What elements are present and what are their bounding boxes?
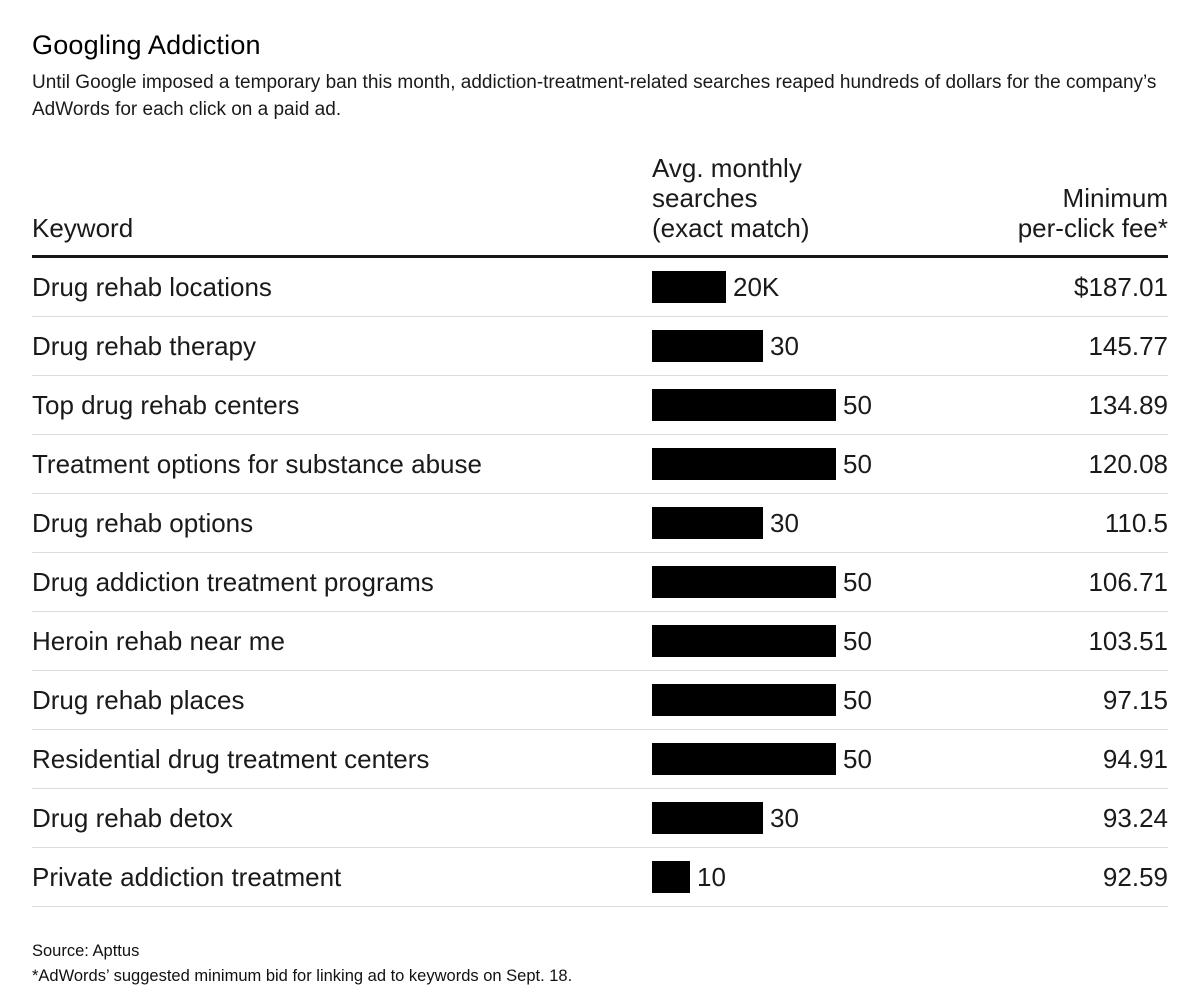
table-row: Residential drug treatment centers 50 94.9… bbox=[32, 730, 1168, 789]
search-volume-label: 20K bbox=[733, 271, 780, 302]
search-volume-label: 50 bbox=[843, 566, 872, 597]
search-volume-cell: 30 bbox=[652, 507, 956, 539]
search-volume-label: 10 bbox=[697, 861, 726, 892]
source-line: Source: Apttus bbox=[32, 942, 140, 960]
keyword-label: Top drug rehab centers bbox=[32, 389, 300, 420]
search-volume-label: 30 bbox=[770, 507, 799, 538]
table-row: Private addiction treatment 10 92.59 bbox=[32, 848, 1168, 907]
table-row: Drug rehab places 50 97.15 bbox=[32, 671, 1168, 730]
search-volume-bar bbox=[652, 389, 836, 421]
search-volume-bar bbox=[652, 802, 763, 834]
chart-footer: Source: Apttus *AdWords’ suggested minim… bbox=[32, 939, 1168, 989]
search-volume-label: 50 bbox=[843, 684, 872, 715]
fee-value: 145.77 bbox=[1088, 330, 1168, 361]
search-volume-bar bbox=[652, 330, 763, 362]
keyword-label: Heroin rehab near me bbox=[32, 625, 285, 656]
column-header-keyword: Keyword bbox=[32, 213, 134, 243]
keyword-label: Drug rehab places bbox=[32, 684, 245, 715]
table-row: Drug rehab therapy 30 145.77 bbox=[32, 317, 1168, 376]
search-volume-cell: 50 bbox=[652, 684, 956, 716]
search-volume-bar bbox=[652, 271, 726, 303]
keyword-label: Drug rehab options bbox=[32, 507, 254, 538]
search-volume-cell: 50 bbox=[652, 743, 956, 775]
search-volume-bar bbox=[652, 743, 836, 775]
search-volume-label: 30 bbox=[770, 802, 799, 833]
table-row: Treatment options for substance abuse 50 1… bbox=[32, 435, 1168, 494]
keyword-label: Treatment options for substance abuse bbox=[32, 448, 482, 479]
keyword-label: Drug rehab locations bbox=[32, 271, 272, 302]
keyword-label: Drug addiction treatment programs bbox=[32, 566, 434, 597]
fee-value: 97.15 bbox=[1102, 684, 1168, 715]
search-volume-label: 50 bbox=[843, 389, 872, 420]
column-header-searches: Avg. monthly searches (exact match) bbox=[652, 153, 810, 243]
search-volume-cell: 50 bbox=[652, 625, 956, 657]
fee-value: 94.91 bbox=[1102, 743, 1168, 774]
search-volume-cell: 30 bbox=[652, 330, 956, 362]
search-volume-label: 50 bbox=[843, 743, 872, 774]
table-row: Drug rehab options 30 110.5 bbox=[32, 494, 1168, 553]
fee-value: $187.01 bbox=[1074, 271, 1168, 302]
table-body: Drug rehab locations 20K $187.01 Drug rehab… bbox=[32, 258, 1168, 907]
search-volume-bar bbox=[652, 684, 836, 716]
search-volume-bar bbox=[652, 861, 690, 893]
table-row: Top drug rehab centers 50 134.89 bbox=[32, 376, 1168, 435]
chart-subtitle: Until Google imposed a temporary ban thi… bbox=[32, 72, 1157, 120]
keyword-label: Residential drug treatment centers bbox=[32, 743, 430, 774]
fee-value: 103.51 bbox=[1088, 625, 1168, 656]
search-volume-bar bbox=[652, 625, 836, 657]
fee-value: 120.08 bbox=[1088, 448, 1168, 479]
fee-value: 106.71 bbox=[1088, 566, 1168, 597]
search-volume-bar bbox=[652, 507, 763, 539]
chart-title: Googling Addiction bbox=[32, 30, 261, 60]
keyword-label: Private addiction treatment bbox=[32, 861, 342, 892]
table-row: Drug addiction treatment programs 50 106.7… bbox=[32, 553, 1168, 612]
header-rule bbox=[32, 255, 1168, 258]
search-volume-label: 50 bbox=[843, 448, 872, 479]
table-row: Heroin rehab near me 50 103.51 bbox=[32, 612, 1168, 671]
table-row: Drug rehab locations 20K $187.01 bbox=[32, 258, 1168, 317]
keyword-label: Drug rehab therapy bbox=[32, 330, 257, 361]
fee-value: 92.59 bbox=[1102, 861, 1168, 892]
fee-value: 110.5 bbox=[1104, 507, 1168, 538]
search-volume-bar bbox=[652, 566, 836, 598]
search-volume-label: 30 bbox=[770, 330, 799, 361]
table-row: Drug rehab detox 30 93.24 bbox=[32, 789, 1168, 848]
search-volume-cell: 50 bbox=[652, 448, 956, 480]
keyword-label: Drug rehab detox bbox=[32, 802, 233, 833]
footnote-line: *AdWords’ suggested minimum bid for link… bbox=[32, 967, 573, 985]
search-volume-label: 50 bbox=[843, 625, 872, 656]
search-volume-cell: 10 bbox=[652, 861, 956, 893]
fee-value: 93.24 bbox=[1102, 802, 1168, 833]
chart-container: Googling Addiction Until Google imposed … bbox=[32, 0, 1168, 989]
search-volume-cell: 20K bbox=[652, 271, 956, 303]
search-volume-cell: 50 bbox=[652, 566, 956, 598]
search-volume-bar bbox=[652, 448, 836, 480]
column-header-fee: Minimum per-click fee* bbox=[1017, 183, 1168, 243]
table-header-row: Keyword Avg. monthly searches (exact mat… bbox=[32, 153, 1168, 243]
search-volume-cell: 50 bbox=[652, 389, 956, 421]
search-volume-cell: 30 bbox=[652, 802, 956, 834]
fee-value: 134.89 bbox=[1088, 389, 1168, 420]
